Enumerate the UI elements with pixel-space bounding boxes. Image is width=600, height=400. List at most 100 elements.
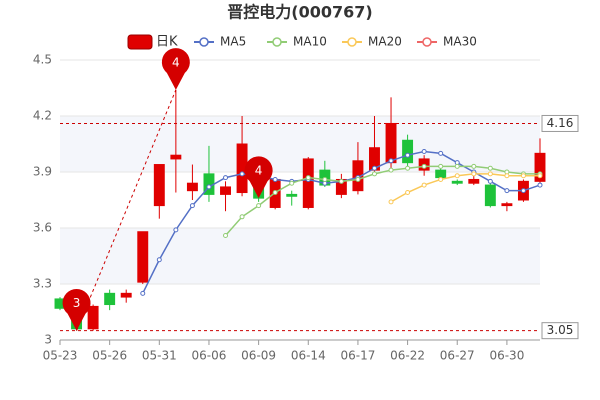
ma-point bbox=[504, 188, 510, 194]
ma-point bbox=[388, 199, 394, 205]
y-tick-label: 3.3 bbox=[33, 277, 52, 291]
ma-point bbox=[520, 188, 526, 194]
candle-body bbox=[451, 180, 463, 184]
candle-body bbox=[87, 305, 99, 330]
legend-marker bbox=[199, 37, 209, 47]
ma-point bbox=[371, 165, 377, 171]
x-tick-label: 06-27 bbox=[440, 349, 475, 363]
ma-point bbox=[438, 176, 444, 182]
candle-body bbox=[286, 193, 298, 197]
ma-point bbox=[421, 182, 427, 188]
x-tick-label: 06-06 bbox=[192, 349, 227, 363]
ma-point bbox=[272, 190, 278, 196]
legend-label: MA30 bbox=[443, 35, 477, 49]
ma-point bbox=[471, 171, 477, 177]
x-tick-label: 05-31 bbox=[142, 349, 177, 363]
candle-body bbox=[153, 164, 165, 207]
legend-label: MA10 bbox=[293, 35, 327, 49]
candle-body bbox=[484, 184, 496, 207]
candle-body bbox=[435, 169, 447, 179]
candle-body bbox=[534, 152, 546, 182]
chart-title: 晋控电力(000767) bbox=[227, 3, 372, 22]
reference-label: 4.16 bbox=[547, 116, 574, 130]
ma-point bbox=[405, 152, 411, 158]
ma-line bbox=[224, 165, 540, 236]
candle-body bbox=[385, 122, 397, 164]
ma-point bbox=[438, 150, 444, 156]
y-tick-label: 4.5 bbox=[33, 53, 52, 67]
candle-body bbox=[220, 186, 231, 195]
legend-marker bbox=[272, 37, 282, 47]
pin-label: 4 bbox=[255, 164, 263, 178]
candle-body bbox=[137, 231, 149, 283]
ma-point bbox=[537, 173, 543, 179]
candle-body bbox=[402, 139, 414, 164]
candle-body bbox=[186, 182, 198, 192]
ma-point bbox=[537, 182, 543, 188]
candle-body bbox=[501, 203, 513, 207]
reference-label-box bbox=[541, 322, 579, 340]
legend-label: MA20 bbox=[368, 35, 402, 49]
reference-label-box bbox=[541, 114, 579, 132]
ma-point bbox=[305, 175, 311, 181]
ma-point bbox=[421, 163, 427, 169]
ma-line bbox=[390, 173, 540, 203]
ma-point bbox=[289, 180, 295, 186]
ma-point bbox=[140, 290, 146, 296]
ma-point bbox=[520, 173, 526, 179]
pin bbox=[62, 288, 91, 331]
ma-point bbox=[471, 163, 477, 169]
ma-point bbox=[272, 176, 278, 182]
reference-label: 3.05 bbox=[547, 323, 574, 337]
ma-point bbox=[504, 173, 510, 179]
ma-point bbox=[189, 203, 195, 209]
ma-point bbox=[355, 176, 361, 182]
y-tick-label: 3 bbox=[44, 333, 52, 347]
ma-point bbox=[156, 257, 162, 263]
ma-point bbox=[223, 232, 229, 238]
ma-point bbox=[487, 178, 493, 184]
ma-point bbox=[223, 175, 229, 181]
legend-marker bbox=[422, 37, 432, 47]
candle-body bbox=[302, 158, 314, 208]
ma-point bbox=[371, 171, 377, 177]
pin bbox=[244, 156, 273, 199]
x-tick-label: 06-22 bbox=[390, 349, 425, 363]
ma-point bbox=[338, 178, 344, 184]
ma-point bbox=[405, 165, 411, 171]
ma-point bbox=[322, 176, 328, 182]
legend-label: MA5 bbox=[220, 35, 246, 49]
candle-body bbox=[170, 154, 182, 160]
ma-point bbox=[438, 163, 444, 169]
ma-point bbox=[454, 163, 460, 169]
candle-body bbox=[468, 178, 480, 184]
candle-body bbox=[120, 292, 132, 298]
ma-point bbox=[487, 165, 493, 171]
ma-point bbox=[388, 167, 394, 173]
band bbox=[60, 228, 540, 284]
pin-label: 4 bbox=[172, 55, 180, 69]
x-tick-label: 06-14 bbox=[291, 349, 326, 363]
ma-point bbox=[421, 148, 427, 154]
x-tick-label: 06-09 bbox=[241, 349, 276, 363]
ma-point bbox=[454, 173, 460, 179]
legend-swatch bbox=[127, 34, 153, 50]
ma-point bbox=[206, 184, 212, 190]
x-tick-label: 05-23 bbox=[43, 349, 78, 363]
candle-body bbox=[104, 292, 116, 306]
pin-label: 3 bbox=[73, 296, 81, 310]
pin bbox=[161, 48, 190, 90]
legend-marker bbox=[347, 37, 357, 47]
band bbox=[60, 116, 540, 172]
legend-label: 日K bbox=[156, 35, 178, 50]
ma-point bbox=[487, 171, 493, 177]
y-tick-label: 3.9 bbox=[33, 165, 52, 179]
ma-point bbox=[388, 158, 394, 164]
x-tick-label: 05-26 bbox=[92, 349, 127, 363]
ma-point bbox=[256, 203, 262, 209]
ma-point bbox=[239, 171, 245, 177]
ma-point bbox=[173, 227, 179, 233]
y-tick-label: 4.2 bbox=[33, 109, 52, 123]
y-tick-label: 3.6 bbox=[33, 221, 52, 235]
